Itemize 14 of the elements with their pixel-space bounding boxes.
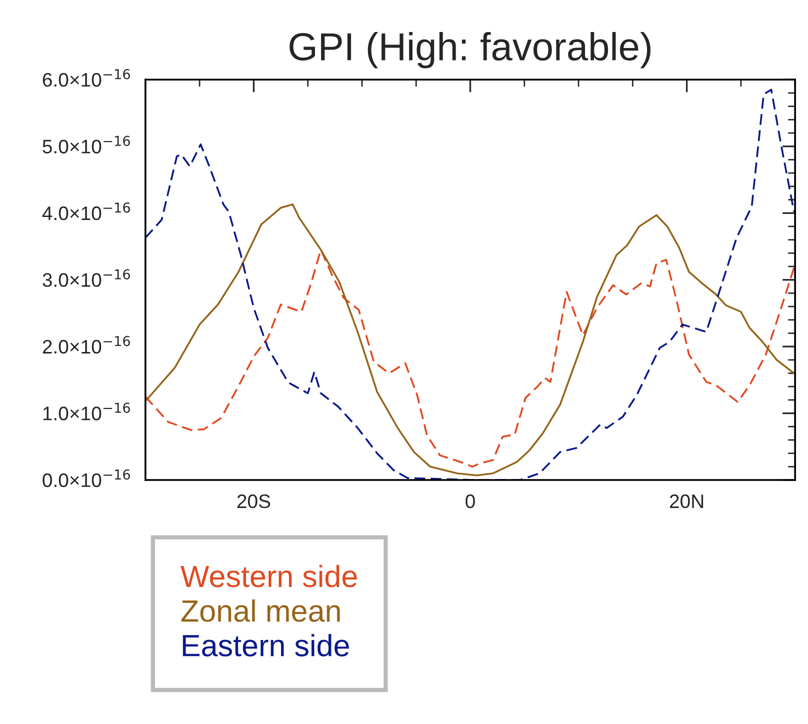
x-tick-label: 0 (466, 494, 475, 508)
y-tick-label: 4.0×10$^{−16}$ (42, 202, 130, 220)
y-tick-label: 2.0×10$^{−16}$ (42, 336, 130, 354)
text: Western side (180, 564, 357, 588)
x-tick-label: 20N (670, 494, 704, 508)
x-tick-label: 20S (237, 494, 270, 508)
y-tick-label: 3.0×10$^{−16}$ (42, 269, 130, 287)
y-tick-label: 0.0×10$^{−16}$ (42, 469, 130, 488)
y-tick-label: 1.0×10$^{−16}$ (43, 402, 130, 420)
text: Zonal mean (181, 599, 340, 622)
chart-title: GPI (High: favorable) (290, 32, 650, 68)
y-tick-label: 6.0×10$^{−16}$ (42, 68, 130, 87)
y-tick-label: 5.0×10$^{−16}$ (42, 136, 130, 154)
text: Eastern side (182, 634, 349, 656)
